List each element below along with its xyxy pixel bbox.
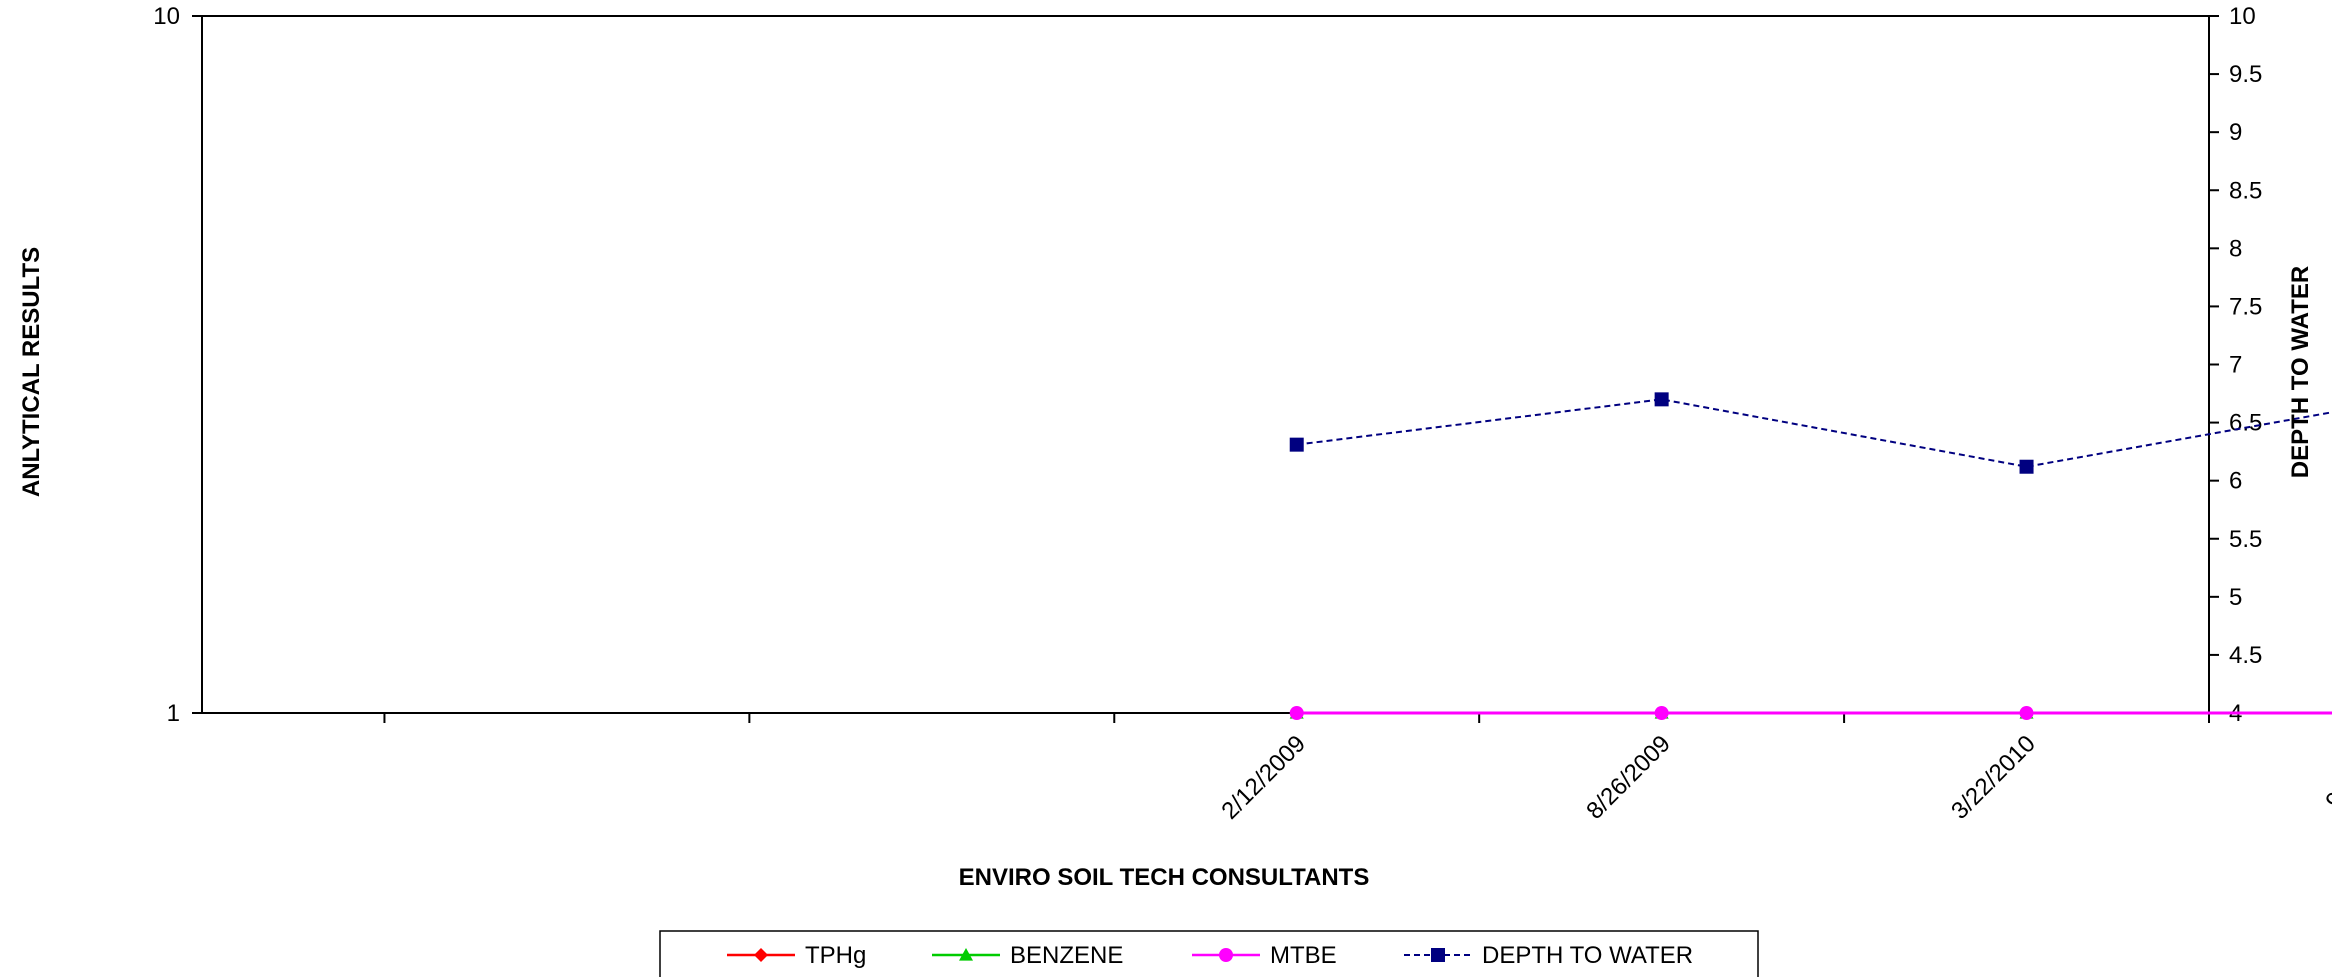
right-tick-label: 6.5: [2229, 410, 2262, 437]
legend-marker: [1431, 948, 1445, 962]
right-tick-label: 5: [2229, 584, 2242, 611]
series-depth-to-water: [1289, 392, 2332, 474]
y-axis-left-title: ANLYTICAL RESULTS: [18, 247, 45, 497]
legend-label: MTBE: [1270, 942, 1337, 969]
series-layer: [1289, 392, 2332, 720]
right-axis: 44.555.566.577.588.599.510: [2209, 3, 2262, 727]
left-tick-label: 10: [153, 3, 180, 30]
legend-item: DEPTH TO WATER: [1404, 942, 1693, 969]
legend: TPHg BENZENE MTBE DEPTH TO WATER: [659, 930, 1759, 977]
right-tick-label: 8: [2229, 235, 2242, 262]
data-point: [2019, 706, 2034, 720]
series-line: [1296, 398, 2332, 468]
plot-area: [201, 15, 2210, 714]
legend-item: MTBE: [1192, 942, 1337, 969]
x-tick-label: 3/22/2010: [1946, 730, 2041, 825]
right-tick-label: 7: [2229, 352, 2242, 379]
legend-marker: [754, 948, 768, 962]
x-axis: 2/12/2009 8/26/2009 3/22/2010 9/9/2010: [383, 713, 2332, 825]
data-point: [2019, 459, 2034, 474]
right-tick-label: 4.5: [2229, 642, 2262, 669]
right-tick-label: 9: [2229, 119, 2242, 146]
right-tick-label: 7.5: [2229, 293, 2262, 320]
left-tick-label: 1: [167, 700, 180, 727]
data-point: [1654, 392, 1669, 407]
data-point: [1654, 706, 1669, 720]
x-tick-label: 2/12/2009: [1216, 730, 1311, 825]
right-tick-label: 9.5: [2229, 61, 2262, 88]
right-tick-label: 5.5: [2229, 526, 2262, 553]
legend-label: TPHg: [805, 942, 866, 969]
x-tick-label: 8/26/2009: [1581, 730, 1676, 825]
right-tick-label: 8.5: [2229, 177, 2262, 204]
right-tick-label: 10: [2229, 3, 2256, 30]
left-axis: 1 10: [153, 3, 202, 727]
legend-marker: [959, 948, 973, 961]
right-tick-label: 6: [2229, 468, 2242, 495]
legend-marker: [1219, 948, 1233, 962]
y-axis-right-title: DEPTH TO WATER: [2287, 266, 2314, 478]
legend-item: BENZENE: [932, 942, 1123, 969]
legend-item: TPHg: [727, 942, 866, 969]
data-point: [1289, 437, 1304, 452]
data-point: [1289, 706, 1304, 720]
legend-label: DEPTH TO WATER: [1482, 942, 1693, 969]
legend-label: BENZENE: [1010, 942, 1123, 969]
x-axis-title: ENVIRO SOIL TECH CONSULTANTS: [959, 864, 1370, 891]
series-mtbe: [1289, 706, 2332, 720]
x-tick-label: 9/9/2010: [2321, 730, 2332, 815]
